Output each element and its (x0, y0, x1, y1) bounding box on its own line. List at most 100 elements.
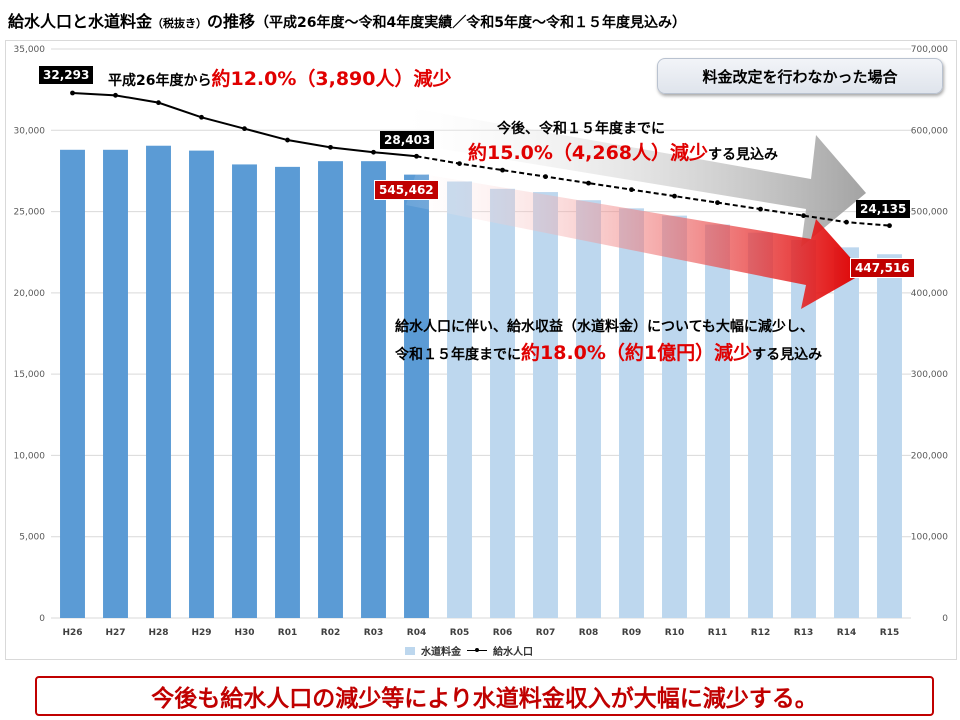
y-left-tick-label: 0 (39, 614, 45, 624)
y-right-tick-label: 500,000 (911, 208, 948, 218)
x-tick-label: R04 (407, 628, 426, 638)
bar-series (60, 145, 902, 619)
population-point (758, 206, 763, 212)
bar (576, 200, 601, 619)
revenue-trend-arrow (406, 173, 864, 309)
x-axis: H26 H27 H28 H29 H30 R01 R02 R03 R04 R05 R06 R07 R08 R… (62, 628, 899, 638)
bar (748, 232, 773, 618)
label-pop-r04: 28,403 (380, 131, 435, 149)
population-point (629, 187, 634, 193)
annotation-pop-future-big: 約15.0%（4,268人）減少 (468, 142, 709, 164)
x-tick-label: H27 (105, 628, 125, 638)
x-tick-label: R09 (622, 628, 641, 638)
title-paren: （税抜き） (152, 17, 208, 30)
population-point (500, 167, 505, 173)
bar (447, 181, 472, 618)
y-left-tick-label: 25,000 (14, 208, 46, 218)
x-tick-label: R05 (450, 628, 469, 638)
population-point (801, 213, 806, 219)
y-right-tick-label: 700,000 (911, 45, 948, 55)
scenario-label-box: 料金改定を行わなかった場合 (657, 58, 943, 94)
y-axis-left: 0 5,000 10,000 15,000 20,000 25,000 30,000 35,0… (14, 45, 46, 624)
x-tick-label: H29 (191, 628, 211, 638)
population-point (328, 144, 333, 150)
label-pop-end: 24,135 (856, 200, 911, 218)
annotation-pop-past-prefix: 平成26年度から (108, 73, 212, 89)
y-left-tick-label: 20,000 (14, 289, 46, 299)
title-main: 給水人口と水道料金 (8, 12, 153, 31)
annotation-pop-future-line1: 今後、令和１５年度までに (497, 121, 665, 137)
y-right-tick-label: 300,000 (911, 370, 948, 380)
population-point (414, 153, 419, 159)
x-tick-label: R02 (321, 628, 340, 638)
annotation-rev-line2-big: 約18.0%（約1億円）減少 (521, 342, 753, 364)
y-right-tick-label: 0 (942, 614, 948, 624)
bar (189, 150, 214, 618)
population-point (457, 161, 462, 167)
y-left-tick-label: 5,000 (19, 533, 45, 543)
population-point (887, 223, 892, 229)
x-tick-label: R14 (837, 628, 856, 638)
legend-label-line: 給水人口 (493, 647, 533, 658)
bar (146, 145, 171, 618)
bar (361, 161, 386, 618)
bar (877, 254, 902, 618)
population-point (199, 114, 204, 120)
x-tick-label: H26 (62, 628, 82, 638)
y-left-tick-label: 35,000 (14, 45, 46, 55)
annotation-pop-past-big: 約12.0%（3,890人）減少 (211, 68, 452, 90)
population-point (242, 126, 247, 132)
population-point (371, 149, 376, 155)
x-tick-label: R07 (536, 628, 555, 638)
population-line-actual (72, 92, 417, 158)
population-point (586, 180, 591, 186)
title-main2: の推移 (207, 12, 256, 31)
population-point (285, 137, 290, 143)
bottom-banner: 今後も給水人口の減少等により水道料金収入が大幅に減少する。 (35, 676, 934, 716)
legend-swatch-bar (405, 646, 415, 655)
x-tick-label: R06 (493, 628, 512, 638)
annotation-rev-line1: 給水人口に伴い、給水収益（水道料金）についても大幅に減少し、 (395, 319, 814, 335)
x-tick-label: R11 (708, 628, 727, 638)
population-point (113, 92, 118, 98)
y-left-tick-label: 15,000 (14, 370, 46, 380)
annotation-pop-future-suffix: する見込み (708, 147, 779, 163)
x-tick-label: R08 (579, 628, 598, 638)
x-tick-label: R13 (794, 628, 813, 638)
chart-svg: 0 5,000 10,000 15,000 20,000 25,000 30,000 35,0… (14, 45, 949, 638)
legend-swatch-line (467, 648, 487, 652)
population-point (543, 174, 548, 180)
bar (60, 149, 85, 618)
y-right-tick-label: 600,000 (911, 126, 948, 136)
bar (103, 149, 128, 618)
y-left-tick-label: 30,000 (14, 126, 46, 136)
chart-legend: 水道料金 給水人口 (405, 643, 533, 658)
population-point (156, 100, 161, 106)
chart-area: 0 5,000 10,000 15,000 20,000 25,000 30,000 35,0… (5, 40, 957, 660)
bar (619, 208, 644, 618)
bar (705, 224, 730, 618)
bar (834, 247, 859, 618)
x-tick-label: H30 (234, 628, 254, 638)
x-tick-label: R15 (880, 628, 899, 638)
y-left-tick-label: 10,000 (14, 451, 46, 461)
population-point (70, 90, 75, 96)
trend-arrows (406, 109, 866, 309)
x-tick-label: H28 (148, 628, 168, 638)
x-tick-label: R10 (665, 628, 684, 638)
chart-title: 給水人口と水道料金（税抜き）の推移（平成26年度～令和4年度実績／令和5年度～令… (8, 8, 686, 32)
line-series (70, 90, 892, 229)
bar (662, 215, 687, 618)
y-right-tick-label: 400,000 (911, 289, 948, 299)
x-tick-label: R03 (364, 628, 383, 638)
y-axis-right: 0 100,000 200,000 300,000 400,000 500,000 600,… (911, 45, 948, 624)
label-rev-r04: 545,462 (374, 180, 439, 200)
title-subtitle: （平成26年度～令和4年度実績／令和5年度～令和１５年度見込み） (255, 15, 686, 31)
population-point (672, 193, 677, 199)
population-point (715, 200, 720, 206)
annotation-rev-line2-prefix: 令和１５年度までに (395, 347, 521, 363)
x-tick-label: R01 (278, 628, 297, 638)
label-pop-start: 32,293 (39, 66, 94, 84)
bar (232, 164, 257, 618)
annotation-pop-future: 約15.0%（4,268人）減少する見込み (468, 138, 778, 165)
